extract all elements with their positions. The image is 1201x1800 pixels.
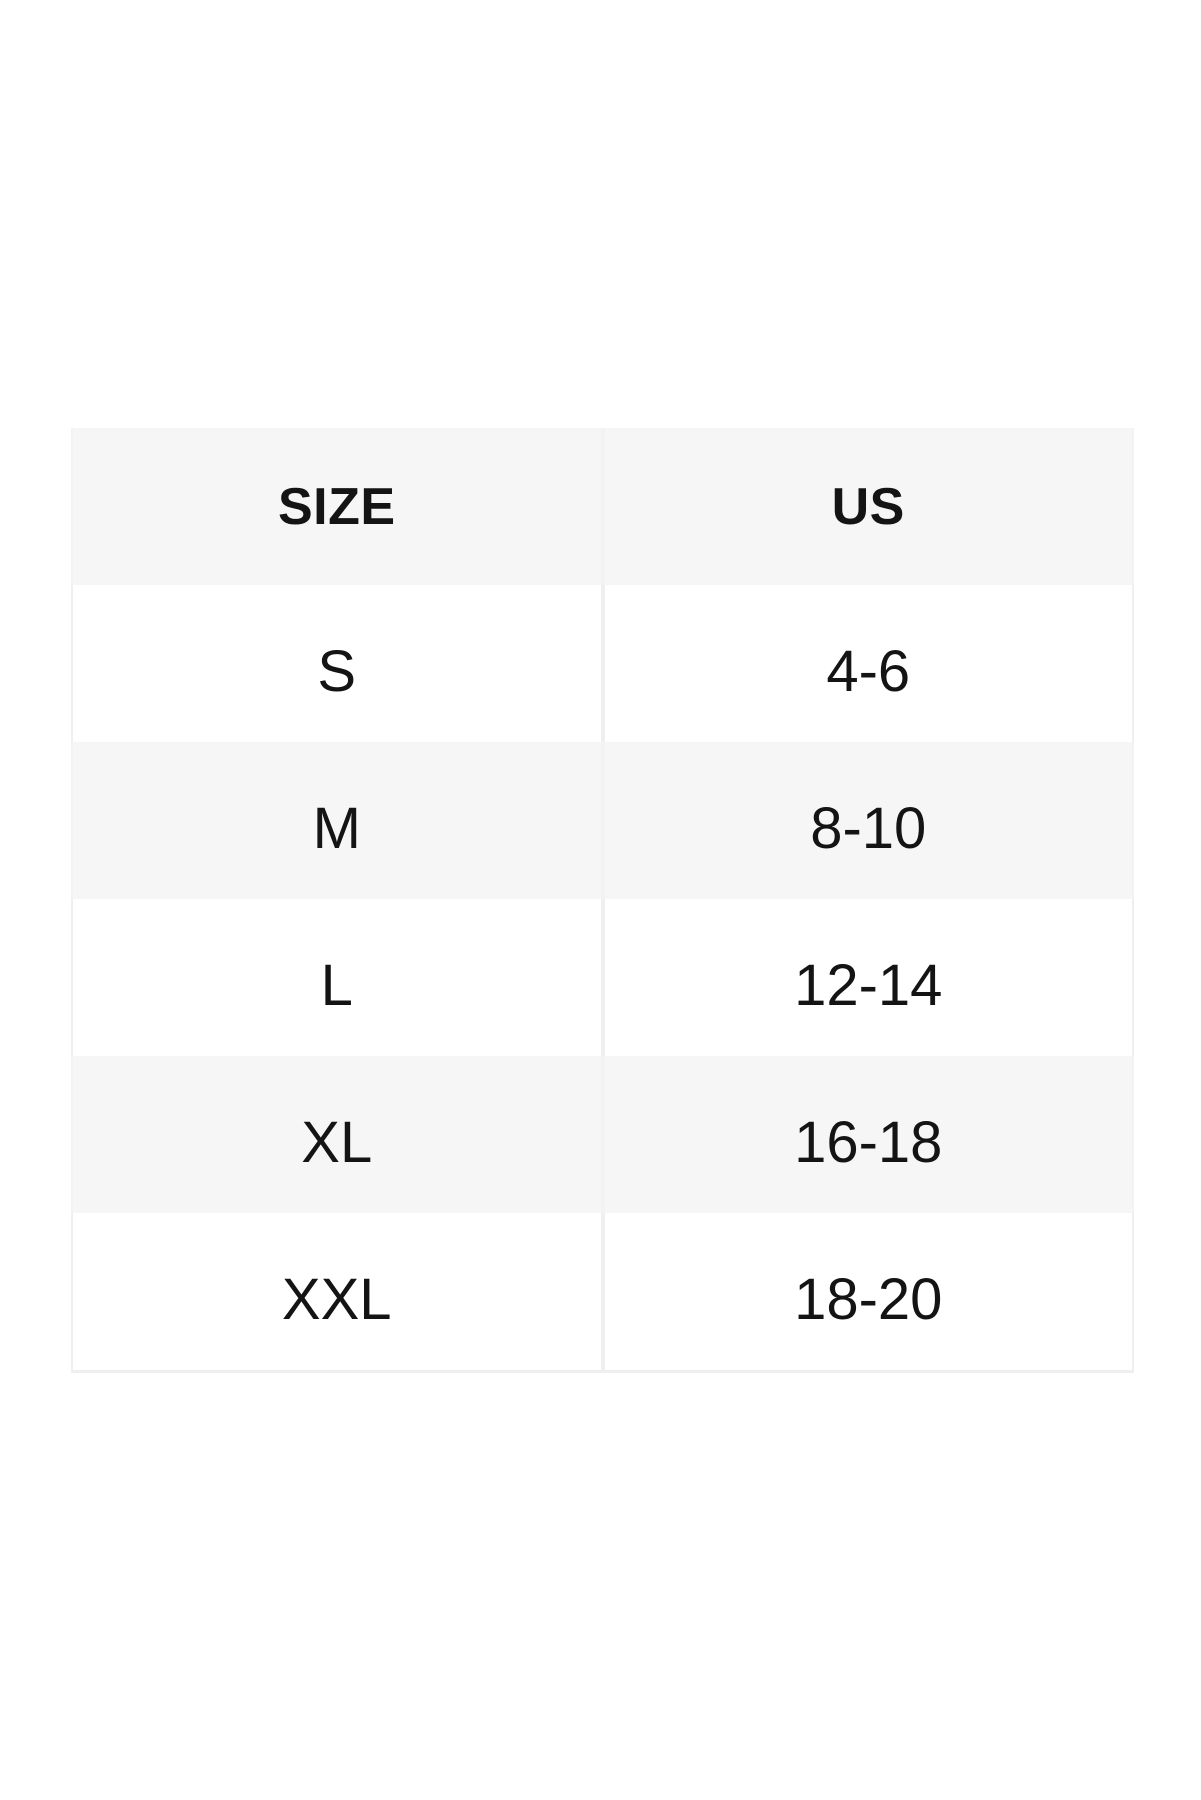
table-row-xl: XL 16-18 bbox=[71, 1056, 1134, 1213]
table-row-xxl: XXL 18-20 bbox=[71, 1213, 1134, 1370]
us-value-cell: 4-6 bbox=[602, 585, 1134, 742]
size-cell: S bbox=[71, 585, 603, 742]
us-value-cell: 16-18 bbox=[602, 1056, 1134, 1213]
size-cell: XL bbox=[71, 1056, 603, 1213]
size-chart-body: S 4-6 M 8-10 L 12-14 XL 16-18 XXL 18-20 bbox=[71, 585, 1134, 1370]
size-cell: L bbox=[71, 899, 603, 1056]
us-value-cell: 18-20 bbox=[602, 1213, 1134, 1370]
size-chart-header-row: SIZE US bbox=[71, 428, 1134, 585]
table-row-s: S 4-6 bbox=[71, 585, 1134, 742]
size-cell: M bbox=[71, 742, 603, 899]
column-header-size: SIZE bbox=[71, 428, 603, 585]
table-row-m: M 8-10 bbox=[71, 742, 1134, 899]
size-cell: XXL bbox=[71, 1213, 603, 1370]
us-value-cell: 12-14 bbox=[602, 899, 1134, 1056]
size-chart-header: SIZE US bbox=[71, 428, 1134, 585]
column-header-us: US bbox=[602, 428, 1134, 585]
us-value-cell: 8-10 bbox=[602, 742, 1134, 899]
table-row-l: L 12-14 bbox=[71, 899, 1134, 1056]
size-chart-table: SIZE US S 4-6 M 8-10 L 12-14 XL 16-18 XX… bbox=[71, 428, 1134, 1373]
